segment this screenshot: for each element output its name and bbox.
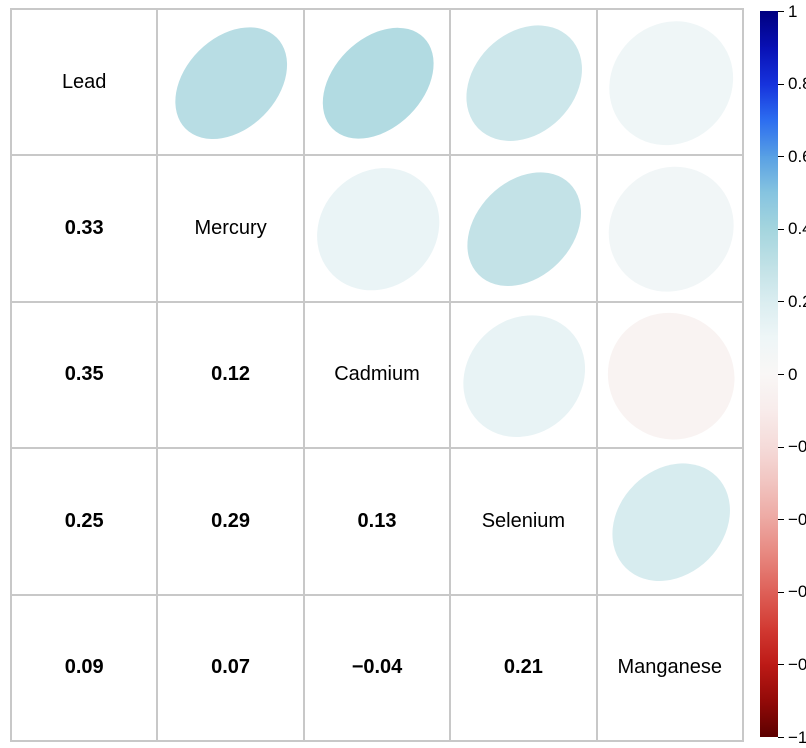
colorbar-segment [760,338,778,375]
colorbar-segment [760,519,778,556]
corr-ellipse [157,9,303,155]
corr-value: 0.09 [11,595,157,741]
diag-label: Lead [11,9,157,155]
corr-value: 0.21 [450,595,596,741]
colorbar-segment [760,84,778,121]
colorbar-segment [760,193,778,230]
colorbar-tick [778,156,784,157]
colorbar-tick [778,737,784,738]
colorbar-segment [760,120,778,157]
diag-label: Cadmium [304,302,450,448]
colorbar-tick-label: 0.6 [788,147,806,167]
corr-ellipse [450,155,596,301]
corr-ellipse [304,155,450,301]
corr-value: 0.13 [304,448,450,594]
colorbar-tick [778,447,784,448]
corr-ellipse [450,302,596,448]
colorbar-tick-label: −0.8 [788,655,806,675]
colorbar-segment [760,592,778,629]
colorbar-segment [760,265,778,302]
corr-ellipse [304,9,450,155]
colorbar: 10.80.60.40.20−0.2−0.4−0.6−0.8−1 [760,11,778,737]
corr-value: 0.29 [157,448,303,594]
colorbar-segment [760,556,778,593]
corr-ellipse [597,302,743,448]
colorbar-tick-label: 0.4 [788,219,806,239]
colorbar-tick-label: 0.8 [788,74,806,94]
colorbar-tick-label: 0.2 [788,292,806,312]
colorbar-tick-label: 1 [788,2,797,22]
colorbar-tick-label: −0.4 [788,510,806,530]
colorbar-tick [778,229,784,230]
colorbar-segment [760,47,778,84]
colorbar-segment [760,447,778,484]
corr-ellipse [450,9,596,155]
colorbar-tick [778,519,784,520]
corr-ellipse [597,155,743,301]
diag-label: Manganese [597,595,743,741]
colorbar-segment [760,664,778,701]
colorbar-tick [778,11,784,12]
colorbar-tick-label: −0.2 [788,437,806,457]
corr-value: 0.12 [157,302,303,448]
corr-ellipse [597,9,743,155]
diag-label: Selenium [450,448,596,594]
correlation-matrix: Lead0.33Mercury0.350.12Cadmium0.250.290.… [10,8,744,742]
colorbar-tick [778,592,784,593]
colorbar-segment [760,410,778,447]
corr-value: 0.35 [11,302,157,448]
diag-label: Mercury [157,155,303,301]
colorbar-tick [778,84,784,85]
colorbar-segment [760,11,778,48]
colorbar-segment [760,701,778,738]
corr-value: −0.04 [304,595,450,741]
colorbar-segment [760,301,778,338]
corr-ellipse [597,448,743,594]
colorbar-segment [760,229,778,266]
corr-value: 0.25 [11,448,157,594]
colorbar-tick [778,664,784,665]
colorbar-segment [760,156,778,193]
colorbar-segment [760,628,778,665]
colorbar-segment [760,374,778,411]
colorbar-tick-label: −0.6 [788,582,806,602]
correlation-figure: Lead0.33Mercury0.350.12Cadmium0.250.290.… [0,0,806,745]
colorbar-segment [760,483,778,520]
corr-value: 0.33 [11,155,157,301]
corr-value: 0.07 [157,595,303,741]
colorbar-tick [778,374,784,375]
colorbar-tick-label: 0 [788,365,797,385]
colorbar-tick [778,301,784,302]
